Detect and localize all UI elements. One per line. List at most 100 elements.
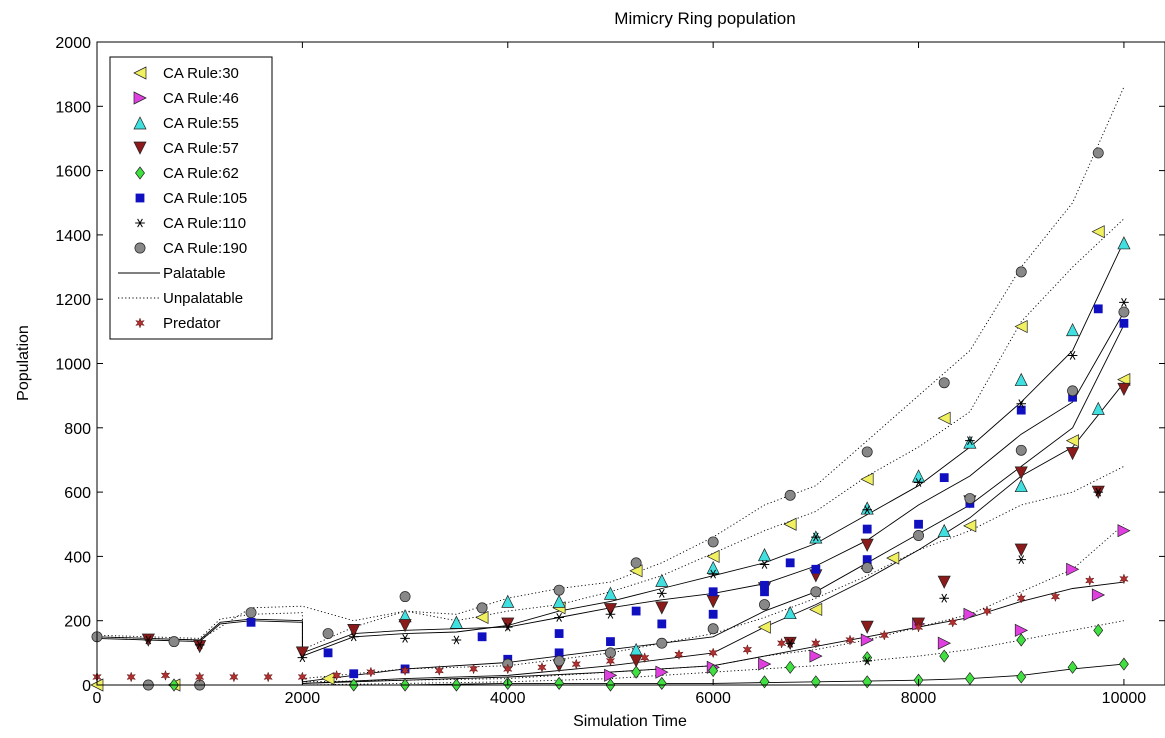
data-point bbox=[476, 602, 488, 614]
data-point bbox=[322, 628, 334, 640]
data-point bbox=[229, 671, 239, 683]
data-point bbox=[783, 517, 797, 531]
data-point bbox=[571, 658, 582, 670]
data-point bbox=[707, 536, 719, 548]
data-point bbox=[963, 435, 977, 449]
data-point bbox=[1117, 382, 1131, 397]
data-point bbox=[1050, 591, 1061, 603]
data-point bbox=[553, 584, 565, 596]
data-point bbox=[861, 562, 873, 574]
data-point bbox=[331, 669, 342, 681]
data-point bbox=[913, 621, 924, 633]
legend-label: Predator bbox=[163, 315, 221, 332]
data-point bbox=[1066, 447, 1080, 461]
legend-label: CA Rule:62 bbox=[163, 165, 239, 182]
data-point bbox=[194, 671, 205, 683]
legend-marker bbox=[133, 91, 147, 105]
data-point bbox=[811, 532, 821, 542]
data-point bbox=[760, 580, 769, 590]
data-point bbox=[468, 663, 479, 675]
legend-label: CA Rule:55 bbox=[163, 115, 239, 132]
data-point bbox=[656, 637, 668, 649]
y-tick-label: 1200 bbox=[55, 292, 91, 309]
data-point bbox=[656, 676, 667, 690]
data-point bbox=[399, 591, 411, 603]
legend-marker bbox=[133, 66, 147, 80]
data-point bbox=[861, 446, 873, 458]
data-point bbox=[706, 560, 720, 575]
data-point bbox=[245, 607, 257, 619]
legend-label: Palatable bbox=[163, 265, 226, 282]
data-point bbox=[707, 623, 719, 635]
data-point bbox=[1091, 588, 1106, 602]
data-point bbox=[605, 655, 616, 667]
data-point bbox=[502, 663, 513, 675]
x-axis: 0 2000 4000 6000 8000 10000 bbox=[93, 42, 1146, 707]
data-point bbox=[1014, 543, 1028, 557]
y-tick-label: 600 bbox=[64, 485, 91, 502]
y-tick-label: 1000 bbox=[55, 357, 91, 374]
data-point bbox=[366, 666, 376, 678]
data-point bbox=[809, 602, 823, 617]
legend-marker bbox=[135, 193, 145, 203]
legend-label: Unpalatable bbox=[163, 290, 243, 307]
data-point bbox=[937, 636, 951, 650]
data-point bbox=[783, 605, 797, 620]
data-point bbox=[246, 617, 256, 627]
data-point bbox=[1118, 657, 1129, 671]
data-point bbox=[811, 637, 821, 649]
data-point bbox=[655, 665, 669, 679]
y-axis: 0 200 400 600 800 1000 1200 1400 1600 1800 2000 bbox=[55, 35, 1165, 695]
legend-marker bbox=[133, 141, 147, 155]
data-point bbox=[477, 632, 487, 642]
y-tick-label: 800 bbox=[64, 421, 91, 438]
data-point bbox=[1119, 573, 1129, 585]
data-point bbox=[126, 671, 137, 683]
data-point bbox=[1119, 297, 1129, 307]
data-point bbox=[143, 635, 154, 645]
x-axis-label: Simulation Time bbox=[573, 713, 687, 730]
data-point bbox=[604, 668, 618, 682]
data-point bbox=[323, 648, 333, 658]
data-point bbox=[914, 519, 923, 529]
data-point bbox=[1093, 487, 1104, 497]
data-point bbox=[193, 640, 207, 654]
data-point bbox=[708, 569, 718, 579]
data-point bbox=[502, 622, 513, 632]
data-point bbox=[965, 436, 975, 446]
data-point bbox=[964, 493, 976, 504]
data-point bbox=[1091, 401, 1105, 415]
data-point bbox=[554, 613, 564, 622]
data-point bbox=[1014, 478, 1028, 493]
data-point bbox=[862, 675, 873, 689]
data-point bbox=[860, 633, 874, 647]
y-tick-label: 1600 bbox=[55, 164, 91, 181]
y-tick-label: 1400 bbox=[55, 228, 91, 245]
unpalatable-curve bbox=[96, 86, 1125, 651]
data-point bbox=[160, 669, 171, 681]
data-point bbox=[759, 675, 770, 689]
data-point bbox=[194, 640, 205, 650]
data-point bbox=[552, 594, 566, 608]
data-point bbox=[811, 564, 821, 574]
data-point bbox=[1014, 466, 1028, 480]
data-point bbox=[631, 606, 641, 616]
data-point bbox=[911, 469, 926, 483]
data-point bbox=[1016, 555, 1027, 565]
data-point bbox=[629, 654, 643, 668]
data-point bbox=[860, 501, 874, 515]
data-point bbox=[759, 560, 770, 569]
data-point bbox=[1119, 318, 1129, 328]
x-tick-label: 2000 bbox=[285, 690, 321, 707]
data-point bbox=[349, 669, 359, 679]
data-point bbox=[776, 637, 787, 649]
data-point bbox=[937, 575, 951, 589]
data-point bbox=[603, 586, 618, 600]
data-point bbox=[639, 652, 650, 664]
legend-label: CA Rule:110 bbox=[163, 215, 246, 232]
unpalatable-curve bbox=[302, 620, 1124, 686]
data-point bbox=[630, 557, 642, 569]
data-point bbox=[913, 478, 924, 487]
data-point bbox=[1015, 266, 1027, 278]
data-point bbox=[321, 672, 335, 686]
